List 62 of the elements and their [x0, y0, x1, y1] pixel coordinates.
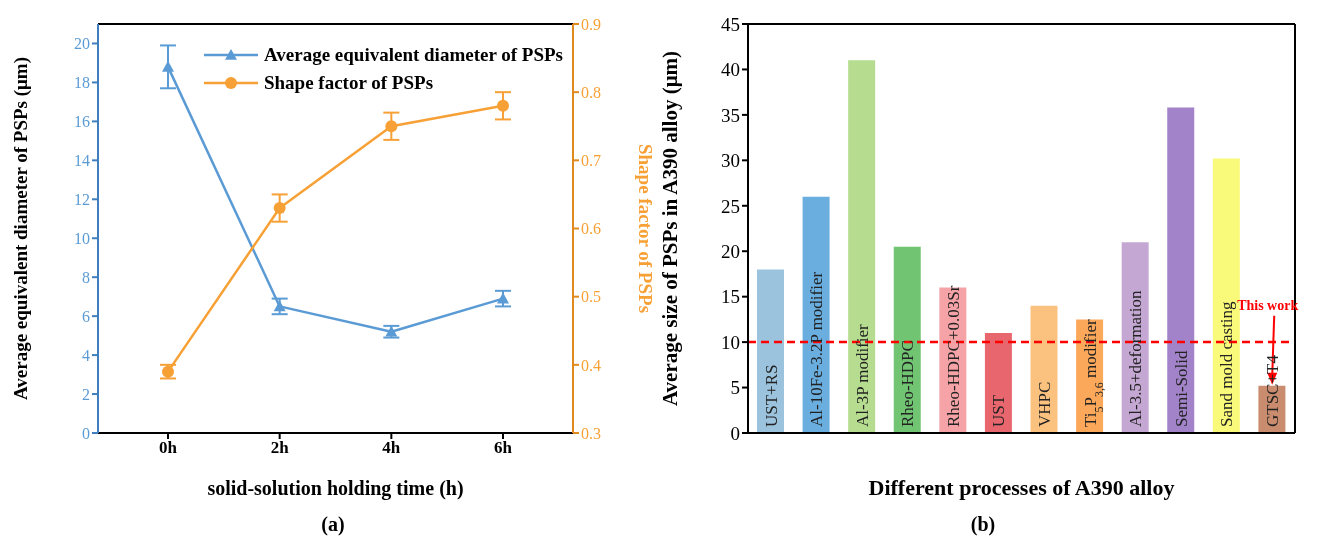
y-tick-label: 10	[721, 331, 740, 353]
y-tick-label: 10	[74, 229, 90, 247]
y-tick-label: 18	[74, 74, 90, 92]
x-tick-label: Al-3.5+deformation	[1126, 289, 1146, 427]
x-axis-title: Different processes of A390 alloy	[868, 475, 1175, 500]
y-axis-title: Average equivalent diameter of PSPs (μm)	[9, 56, 32, 401]
bar	[848, 60, 876, 433]
y-tick-label: 20	[74, 35, 90, 53]
x-axis-title: solid-solution holding time (h)	[207, 477, 464, 500]
y2-tick-label: 0.6	[581, 220, 601, 238]
y2-axis-title: Shape factor of PSPs	[635, 143, 657, 314]
bar	[984, 333, 1012, 433]
y-tick-label: 25	[721, 195, 740, 217]
y-tick-label: 45	[721, 13, 740, 35]
x-tick-label: UST	[989, 394, 1009, 427]
x-tick-label: 0h	[159, 438, 178, 458]
point	[497, 99, 509, 112]
x-tick-label: Al-10Fe-3.2P modifier	[807, 271, 827, 427]
x-tick-label: Al-3P modifier	[852, 323, 872, 427]
legend-label: Average equivalent diameter of PSPs	[263, 44, 563, 66]
y-tick-label: 16	[74, 113, 90, 131]
bar	[893, 246, 921, 433]
y-tick-label: 5	[730, 377, 740, 399]
text: (a)	[320, 513, 346, 536]
x-tick-label: Rheo-HDPC	[898, 340, 918, 427]
x-tick-label: 2h	[270, 438, 290, 458]
legend-label: Shape factor of PSPs	[263, 72, 434, 94]
y-tick-label: 2	[82, 385, 90, 403]
x-tick-label: VHPC	[1035, 381, 1054, 427]
y-tick-label: 14	[74, 152, 90, 170]
y2-tick-label: 0.4	[581, 356, 601, 374]
y2-tick-label: 0.8	[581, 83, 601, 101]
y-tick-label: 40	[721, 59, 740, 81]
x-tick-label: Sand mold casting	[1217, 300, 1237, 427]
bar	[757, 269, 784, 433]
point	[385, 120, 398, 133]
y2-tick-label: 0.5	[581, 288, 601, 306]
text: (b)	[969, 513, 997, 536]
y-tick-label: 4	[82, 346, 90, 364]
y-tick-label: 12	[74, 190, 90, 208]
y-axis-title: Average size of PSPs in A390 alloy (μm)	[658, 50, 683, 407]
x-tick-label: GTSC+T4	[1262, 354, 1282, 427]
x-tick-label: 4h	[382, 438, 401, 458]
x-tick-label: Semi-Solid	[1171, 349, 1191, 427]
y-tick-label: 0	[730, 422, 740, 444]
point	[273, 300, 286, 312]
x-tick-label: 6h	[494, 438, 513, 458]
y-tick-label: 30	[721, 150, 740, 172]
point	[273, 202, 286, 215]
y-tick-label: 15	[721, 286, 740, 308]
y-tick-label: 6	[82, 307, 90, 325]
y-tick-label: 0	[82, 424, 90, 442]
y-tick-label: 35	[721, 104, 740, 126]
x-tick-label: UST+RS	[761, 364, 781, 427]
y2-tick-label: 0.9	[581, 15, 601, 33]
y-tick-label: 20	[721, 240, 740, 262]
y2-tick-label: 0.7	[581, 152, 601, 170]
bar	[1167, 107, 1195, 433]
y-tick-label: 8	[82, 268, 90, 286]
x-tick-label: Rheo-HDPC+0.03Sr	[943, 285, 963, 427]
bar	[1030, 305, 1058, 433]
y2-tick-label: 0.3	[581, 424, 601, 442]
